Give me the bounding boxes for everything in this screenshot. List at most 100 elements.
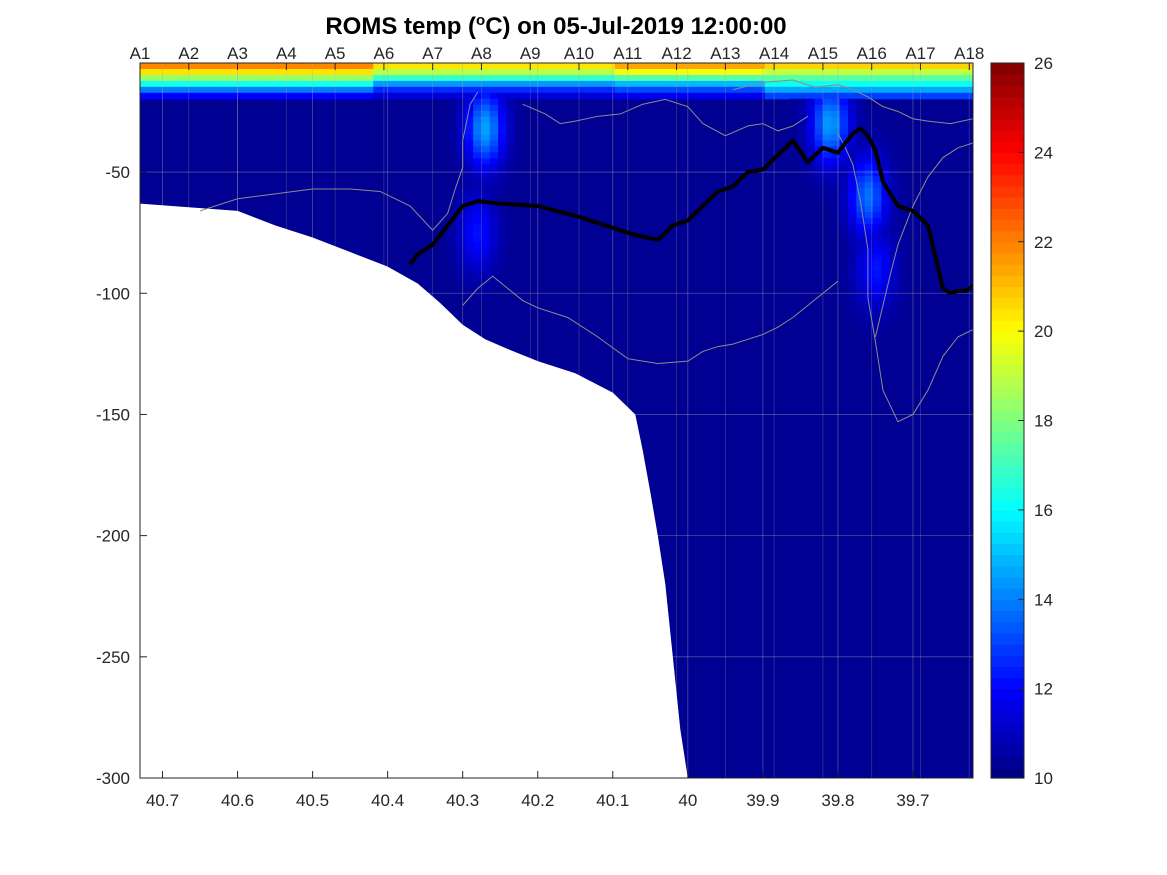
heatmap-cell (856, 146, 866, 153)
heatmap-cell (473, 104, 483, 112)
heatmap-cell (348, 80, 358, 88)
heatmap-cell (539, 86, 549, 94)
heatmap-cell (464, 158, 474, 165)
heatmap-cell (439, 241, 449, 249)
heatmap-cell (848, 295, 857, 302)
heatmap-cell (306, 92, 316, 100)
heatmap-cell (398, 74, 408, 82)
heatmap-cell (839, 289, 849, 296)
heatmap-cell (481, 146, 491, 153)
heatmap-cell (873, 271, 882, 279)
temperature-contours (199, 79, 973, 423)
heatmap-cell (514, 164, 524, 171)
heatmap-cell (881, 325, 891, 332)
heatmap-cell (806, 146, 816, 153)
heatmap-cell (806, 182, 816, 189)
heatmap-cell (798, 92, 807, 100)
heatmap-cell (456, 110, 466, 118)
heatmap-cell (881, 319, 891, 326)
colorbar-band (991, 308, 1024, 321)
heatmap-cell (214, 80, 224, 88)
heatmap-cell (606, 63, 616, 70)
heatmap-cell (481, 92, 491, 100)
heatmap-cell (823, 158, 832, 165)
heatmap-cell (273, 80, 283, 88)
heatmap-cell (348, 63, 358, 70)
heatmap-cell (839, 110, 849, 118)
heatmap-cell (489, 116, 499, 124)
heatmap-cell (273, 74, 283, 82)
heatmap-cell (881, 337, 891, 344)
heatmap-cell (223, 80, 233, 88)
heatmap-cell (814, 104, 824, 112)
heatmap-cell (764, 86, 774, 94)
heatmap-cell (464, 86, 474, 94)
heatmap-cell (873, 134, 882, 142)
heatmap-cell (498, 223, 508, 231)
heatmap-cell (614, 63, 624, 70)
heatmap-cell (264, 92, 274, 100)
heatmap-cell (473, 92, 483, 100)
heatmap-cell (856, 313, 866, 320)
heatmap-cell (431, 63, 441, 70)
colorbar-band (991, 353, 1024, 366)
heatmap-cell (889, 235, 899, 243)
heatmap-cell (956, 68, 966, 76)
heatmap-cell (856, 217, 866, 225)
heatmap-cell (214, 86, 224, 94)
heatmap-cell (898, 283, 907, 291)
heatmap-cell (514, 122, 524, 130)
heatmap-cell (773, 74, 783, 82)
heatmap-cell (848, 283, 857, 291)
heatmap-cell (498, 271, 508, 279)
heatmap-cell (814, 110, 824, 118)
heatmap-cell (456, 104, 466, 112)
heatmap-cell (856, 164, 866, 171)
heatmap-cell (948, 80, 957, 88)
heatmap-cell (148, 74, 158, 82)
heatmap-cell (856, 206, 866, 213)
heatmap-cell (839, 301, 849, 308)
heatmap-cell (414, 80, 424, 88)
heatmap-cell (173, 68, 183, 76)
heatmap-cell (806, 86, 816, 94)
heatmap-cell (481, 217, 491, 225)
heatmap-cell (498, 104, 508, 112)
heatmap-cell (673, 92, 683, 100)
heatmap-cell (831, 164, 841, 171)
heatmap-cell (448, 277, 458, 285)
heatmap-cell (856, 229, 866, 237)
heatmap-cell (473, 217, 483, 225)
heatmap-cell (223, 74, 233, 82)
chart-title: ROMS temp (oC) on 05-Jul-2019 12:00:00 (325, 12, 786, 40)
heatmap-cell (564, 86, 574, 94)
heatmap-cell (848, 104, 857, 112)
colorbar-band (991, 509, 1024, 522)
heatmap-cell (514, 134, 524, 142)
heatmap-cell (881, 223, 891, 231)
heatmap-cell (514, 92, 524, 100)
heatmap-cell (381, 74, 391, 82)
heatmap-cell (848, 164, 857, 171)
heatmap-cell (173, 80, 183, 88)
heatmap-cell (514, 128, 524, 136)
heatmap-cell (839, 164, 849, 171)
x-tick-label: 40.5 (296, 791, 329, 810)
heatmap-cell (723, 74, 733, 82)
heatmap-cell (848, 152, 857, 159)
heatmap-cell (464, 146, 474, 153)
heatmap-cell (873, 164, 882, 171)
heatmap-cell (806, 63, 816, 70)
heatmap-cell (848, 80, 857, 88)
heatmap-cell (481, 241, 491, 249)
heatmap-cell (164, 92, 174, 100)
heatmap-cell (864, 176, 874, 183)
heatmap-cell (814, 63, 824, 70)
heatmap-cell (848, 170, 857, 177)
heatmap-cell (456, 122, 466, 130)
heatmap-cell (464, 194, 474, 201)
heatmap-cell (898, 176, 907, 183)
heatmap-cell (239, 80, 249, 88)
heatmap-cell (889, 325, 899, 332)
heatmap-cell (589, 92, 599, 100)
